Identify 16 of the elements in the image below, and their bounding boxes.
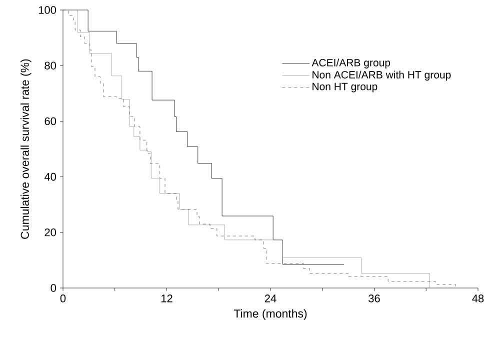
y-tick-label: 20	[44, 228, 56, 236]
x-tick-label: 0	[60, 294, 66, 302]
legend-label: ACEI/ARB group	[312, 58, 390, 68]
y-tick-label: 0	[50, 284, 56, 292]
y-tick-label: 40	[44, 172, 56, 181]
x-tick-label: 48	[472, 294, 484, 302]
x-tick-label: 12	[161, 294, 172, 302]
legend-label: Non HT group	[312, 82, 378, 92]
x-tick-label: 36	[368, 294, 380, 302]
y-tick-label: 100	[38, 6, 56, 14]
x-tick-label: 24	[264, 294, 276, 302]
x-axis-title: Time (months)	[234, 309, 307, 320]
y-axis-title: Cumulative overall survival rate (%)	[20, 59, 32, 239]
legend-label: Non ACEI/ARB with HT group	[312, 70, 451, 81]
y-tick-label: 80	[44, 62, 56, 70]
y-tick-label: 60	[44, 117, 56, 126]
